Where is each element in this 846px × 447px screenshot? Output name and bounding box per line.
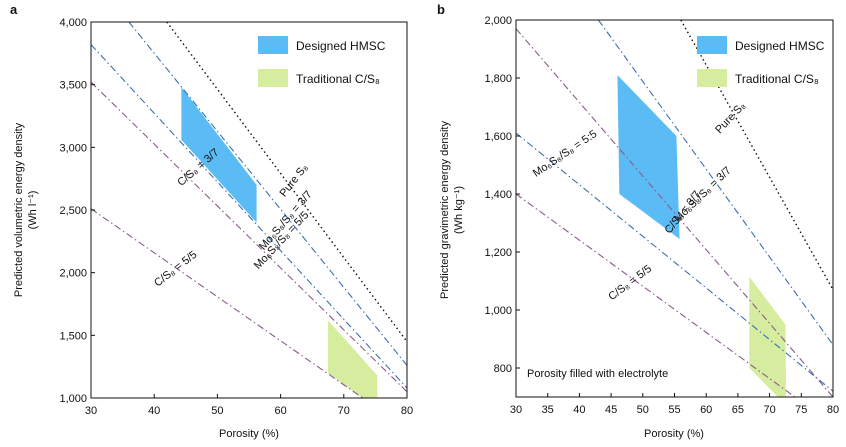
panel-b-x-tick-label-4: 50: [637, 404, 649, 416]
panel-b-x-tick-label-3: 45: [605, 404, 617, 416]
panel-a-x-tick-label-0: 30: [85, 405, 97, 417]
panel-a-series-line-4: [91, 208, 364, 398]
panel-a-series-label-4: C/S₈ = 5/5: [152, 249, 199, 290]
panel-a-series-line-3: [91, 81, 407, 393]
panel-a-label: a: [10, 2, 18, 17]
panel-a-x-tick-label-3: 60: [274, 405, 286, 417]
panel-b-x-tick-label-8: 70: [763, 404, 775, 416]
panel-b-y-tick-label-2: 1,200: [484, 247, 512, 259]
panel-a-series-line-0: [166, 22, 407, 343]
panel-a-y-tick-label-4: 3,000: [59, 142, 87, 154]
panel-a-y-tick-label-1: 1,500: [59, 330, 87, 342]
panel-a-y-tick-label-0: 1,000: [59, 393, 87, 405]
panel-a-x-tick-label-4: 70: [338, 405, 350, 417]
panel-b-y-tick-label-0: 800: [494, 363, 512, 375]
panel-a-legend-label-0: Designed HMSC: [296, 39, 386, 53]
panel-b-series-line-3: [516, 28, 833, 397]
panel-b-x-tick-label-1: 35: [542, 404, 554, 416]
panel-b-region-designed-hmsc: [617, 75, 680, 239]
panel-b-x-axis-label: Porosity (%): [644, 428, 704, 440]
panel-a-series-line-1: [128, 22, 407, 366]
panel-b-series-line-1: [597, 20, 833, 346]
panel-b-label: b: [437, 2, 445, 17]
panel-b-region-traditional-c-s: [749, 276, 787, 397]
panel-b-legend-label-1: Traditional C/S₈: [735, 72, 819, 86]
panel-b-gravimetric: b Porosity (%) Predicted gravimetric ene…: [437, 2, 839, 440]
panel-a-x-tick-label-2: 50: [211, 405, 223, 417]
panel-a-y-tick-label-3: 2,500: [59, 205, 87, 217]
panel-b-x-tick-label-10: 80: [827, 404, 839, 416]
panel-a-region-traditional-c-s: [328, 320, 378, 398]
panel-b-y-tick-label-4: 1,600: [484, 131, 512, 143]
panel-b-y-tick-label-3: 1,400: [484, 189, 512, 201]
panel-a-y-tick-label-5: 3,500: [59, 80, 87, 92]
panel-a-legend-label-1: Traditional C/S₈: [296, 72, 380, 86]
panel-a-legend-swatch-0: [258, 36, 288, 54]
panel-b-x-tick-label-0: 30: [510, 404, 522, 416]
panel-b-series-line-0: [680, 20, 833, 291]
panel-a-region-designed-hmsc: [181, 87, 257, 223]
panel-a-x-tick-label-1: 40: [148, 405, 160, 417]
panel-b-x-tick-label-5: 55: [668, 404, 680, 416]
panel-a-volumetric: a Porosity (%) Predicted volumetric ener…: [10, 2, 413, 440]
panel-b-legend-swatch-0: [697, 36, 727, 54]
panel-b-y-tick-label-1: 1,000: [484, 305, 512, 317]
panel-a-series-line-2: [91, 44, 407, 389]
panel-a-y-tick-label-6: 4,000: [59, 17, 87, 29]
panel-a-x-tick-label-5: 80: [401, 405, 413, 417]
panel-b-legend-label-0: Designed HMSC: [735, 39, 825, 53]
panel-b-annotation: Porosity filled with electrolyte: [527, 368, 668, 380]
panel-b-y-tick-label-6: 2,000: [484, 15, 512, 27]
panel-a-legend-swatch-1: [258, 69, 288, 87]
panel-b-series-line-2: [516, 132, 833, 392]
panel-b-series-label-4: C/S₈ = 5/5: [606, 263, 654, 303]
panel-a-y-axis-unit: (Wh l⁻¹): [27, 191, 39, 230]
panel-b-x-tick-label-9: 75: [795, 404, 807, 416]
panel-a-x-axis-label: Porosity (%): [219, 428, 279, 440]
panel-b-legend-swatch-1: [697, 69, 727, 87]
panel-b-y-tick-label-5: 1,800: [484, 73, 512, 85]
panel-b-x-tick-label-2: 40: [573, 404, 585, 416]
panel-a-y-tick-label-2: 2,000: [59, 268, 87, 280]
panel-a-y-axis-label: Predicted volumetric energy density: [13, 122, 25, 297]
panel-b-y-axis-unit: (Wh kg⁻¹): [453, 186, 465, 234]
panel-b-x-tick-label-7: 65: [732, 404, 744, 416]
panel-b-x-tick-label-6: 60: [700, 404, 712, 416]
panel-b-y-axis-label: Predicted gravimetric energy density: [439, 121, 451, 299]
